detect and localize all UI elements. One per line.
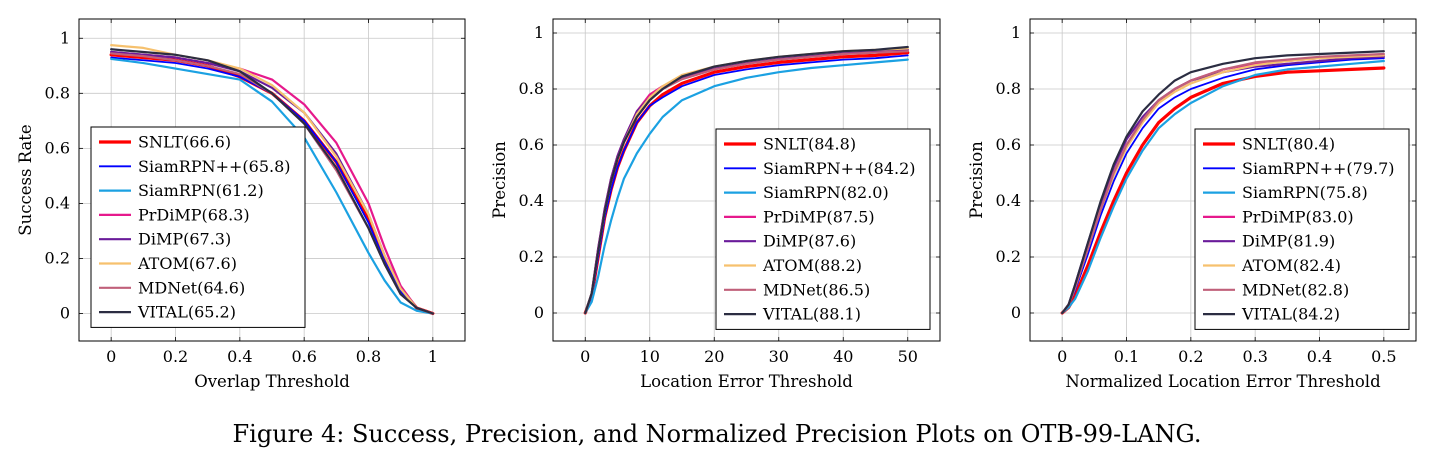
x-axis-label: Location Error Threshold <box>640 372 853 391</box>
legend-label-siamrpn-: SiamRPN++(84.2) <box>763 159 916 178</box>
legend-label-prdimp: PrDiMP(87.5) <box>763 207 875 226</box>
y-tick-label: 0.6 <box>996 135 1021 154</box>
legend-label-atom: ATOM(82.4) <box>1241 256 1341 275</box>
x-tick-label: 0 <box>580 347 590 366</box>
legend-box <box>90 126 306 328</box>
x-tick-label: 0.2 <box>163 347 188 366</box>
x-tick-label: 0 <box>106 347 116 366</box>
x-tick-label: 0.1 <box>1114 347 1139 366</box>
series-group <box>583 45 910 315</box>
plot-frame <box>1029 18 1417 342</box>
x-tick-label: 10 <box>640 347 660 366</box>
legend-label-dimp: DiMP(81.9) <box>1242 232 1335 251</box>
series-line-vital <box>1061 50 1385 315</box>
y-tick-label: 0.4 <box>519 191 544 210</box>
x-tick-label: 0.6 <box>291 347 316 366</box>
legend-label-siamrpn-: SiamRPN++(65.8) <box>138 157 291 176</box>
legend-label-vital: VITAL(65.2) <box>137 303 236 322</box>
precision-plot: 0 10 20 30 40 50 0 0.2 0.4 0.6 0.8 1 Location Error … <box>490 18 941 391</box>
x-tick-label: 20 <box>704 347 724 366</box>
x-axis-label: Normalized Location Error Threshold <box>1065 372 1381 391</box>
x-tick-label: 0.5 <box>1371 347 1396 366</box>
x-axis-label: Overlap Threshold <box>194 372 350 391</box>
legend-label-mdnet: MDNet(82.8) <box>1242 280 1349 299</box>
legend: SNLT(80.4) SiamRPN++(79.7) SiamRPN(75.8) Pr… <box>1194 128 1410 330</box>
y-tick-label: 0.8 <box>519 79 544 98</box>
y-tick-label: 0.4 <box>45 193 70 212</box>
series-line-mdnet <box>1061 52 1385 315</box>
x-tick-label: 0.3 <box>1242 347 1267 366</box>
series-line-siamrpn <box>584 58 909 315</box>
legend-label-snlt: SNLT(84.8) <box>763 135 856 154</box>
legend-label-atom: ATOM(67.6) <box>137 254 237 273</box>
y-axis-label: Success Rate <box>16 124 35 235</box>
legend-label-siamrpn-: SiamRPN++(79.7) <box>1242 159 1395 178</box>
x-tick-label: 30 <box>769 347 789 366</box>
series-line-siamrpn <box>1061 59 1385 315</box>
y-tick-label: 0.4 <box>996 191 1021 210</box>
legend-label-siamrpn: SiamRPN(75.8) <box>1242 183 1368 202</box>
y-axis-label: Precision <box>967 141 986 219</box>
legend-label-siamrpn: SiamRPN(61.2) <box>138 181 264 200</box>
legend-label-snlt: SNLT(80.4) <box>1242 135 1335 154</box>
normalized-precision-plot: 0 0.1 0.2 0.3 0.4 0.5 0 0.2 0.4 0.6 0.8 1 Normalized… <box>967 18 1417 391</box>
x-tick-label: 40 <box>833 347 853 366</box>
legend-label-siamrpn: SiamRPN(82.0) <box>763 183 889 202</box>
y-tick-label: 0 <box>60 303 70 322</box>
legend-label-mdnet: MDNet(64.6) <box>138 278 245 297</box>
legend-label-snlt: SNLT(66.6) <box>138 133 231 152</box>
legend: SNLT(84.8) SiamRPN++(84.2) SiamRPN(82.0) Pr… <box>715 128 931 330</box>
series-line-siamrpn- <box>1061 57 1385 314</box>
y-tick-label: 0.8 <box>996 79 1021 98</box>
legend-label-vital: VITAL(84.2) <box>1241 305 1340 324</box>
series-line-vital <box>110 48 434 315</box>
x-tick-label: 50 <box>898 347 918 366</box>
success-plot: 0 0.2 0.4 0.6 0.8 1 0 0.2 0.4 0.6 0.8 1 Overlap Thre… <box>16 18 466 391</box>
legend-label-vital: VITAL(88.1) <box>762 305 861 324</box>
legend-box <box>1194 128 1410 330</box>
y-tick-label: 1 <box>60 28 70 47</box>
x-tick-label: 0.4 <box>227 347 252 366</box>
legend-box <box>715 128 931 330</box>
legend-label-prdimp: PrDiMP(83.0) <box>1242 207 1354 226</box>
x-tick-label: 0.4 <box>1307 347 1332 366</box>
x-tick-label: 0.2 <box>1178 347 1203 366</box>
legend-label-atom: ATOM(88.2) <box>762 256 862 275</box>
legend-label-dimp: DiMP(67.3) <box>138 230 231 249</box>
y-tick-label: 0.6 <box>45 138 70 157</box>
y-tick-label: 0.2 <box>519 247 544 266</box>
figure-caption: Figure 4: Success, Precision, and Normal… <box>232 420 1202 448</box>
plot-frame <box>552 18 941 342</box>
y-tick-label: 0 <box>1011 303 1021 322</box>
plot-frame <box>78 18 466 342</box>
y-tick-label: 0.6 <box>519 135 544 154</box>
series-group <box>1060 50 1386 315</box>
legend-label-prdimp: PrDiMP(68.3) <box>138 205 250 224</box>
y-axis-label: Precision <box>490 141 509 219</box>
series-line-snlt <box>1060 66 1386 315</box>
y-tick-label: 0.8 <box>45 83 70 102</box>
y-tick-label: 1 <box>1011 23 1021 42</box>
series-group <box>109 44 435 316</box>
y-tick-label: 0 <box>534 303 544 322</box>
series-line-vital <box>584 45 909 315</box>
y-tick-label: 0.2 <box>45 248 70 267</box>
y-tick-label: 0.2 <box>996 247 1021 266</box>
legend-label-mdnet: MDNet(86.5) <box>763 280 870 299</box>
x-tick-label: 0 <box>1057 347 1067 366</box>
x-tick-label: 0.8 <box>356 347 381 366</box>
x-tick-label: 1 <box>428 347 438 366</box>
legend-label-dimp: DiMP(87.6) <box>763 232 856 251</box>
y-tick-label: 1 <box>534 23 544 42</box>
series-line-siamrpn- <box>110 56 434 315</box>
legend: SNLT(66.6) SiamRPN++(65.8) SiamRPN(61.2) Pr… <box>90 126 306 328</box>
